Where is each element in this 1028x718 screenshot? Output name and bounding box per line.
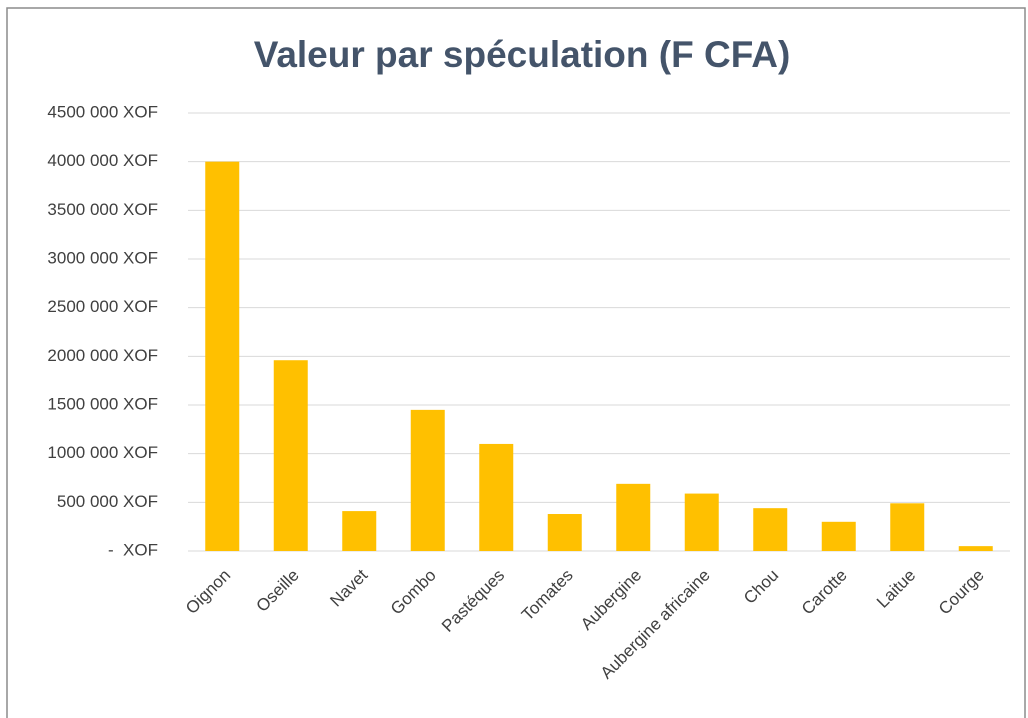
y-tick-label: 4500 000 XOF [47, 102, 158, 121]
bar [616, 483, 651, 551]
chart-title: Valeur par spéculation (F CFA) [254, 34, 791, 75]
bar [273, 360, 308, 551]
y-tick-label: 3000 000 XOF [47, 248, 158, 267]
bar [753, 508, 788, 551]
y-tick-label: 1500 000 XOF [47, 394, 158, 413]
bar [205, 161, 240, 551]
y-tick-label: 2000 000 XOF [47, 346, 158, 365]
bar [410, 409, 445, 551]
y-tick-label: - XOF [108, 540, 158, 559]
bar [342, 511, 377, 551]
y-tick-label: 3500 000 XOF [47, 200, 158, 219]
y-tick-label: 500 000 XOF [57, 492, 158, 511]
chart-frame [6, 7, 1026, 718]
bar [547, 514, 582, 551]
y-tick-label: 4000 000 XOF [47, 151, 158, 170]
y-tick-label: 2500 000 XOF [47, 297, 158, 316]
y-tick-label: 1000 000 XOF [47, 443, 158, 462]
bar [958, 546, 993, 551]
bar [684, 493, 719, 551]
bar [479, 443, 514, 551]
bar [821, 521, 856, 551]
bar [890, 503, 925, 551]
